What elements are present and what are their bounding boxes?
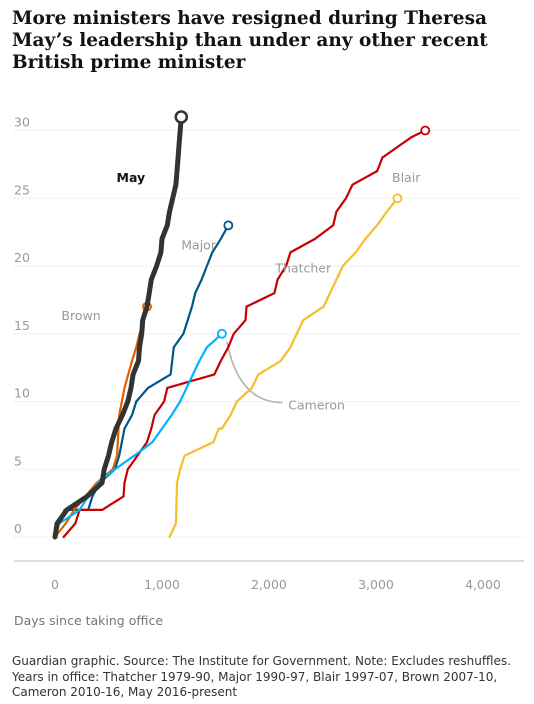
series-line-blair: [62, 129, 427, 539]
y-tick-label: 15: [14, 318, 30, 333]
source-footnote: Guardian graphic. Source: The Institute …: [12, 654, 511, 699]
x-tick-label: 1,000: [144, 577, 180, 592]
chart-title: More ministers have resigned during Ther…: [12, 8, 488, 73]
y-tick-label: 10: [14, 386, 30, 401]
x-tick-label: 3,000: [358, 577, 394, 592]
line-chart: 0 5 10 15 20 25 30 0 1,000 2,000 3,000 4,000 Thatc…: [14, 110, 524, 592]
y-tick-label: 0: [14, 521, 22, 536]
series-endpoint-blair: [420, 125, 431, 136]
gridlines: [14, 130, 524, 562]
x-axis-tick-labels: 0 1,000 2,000 3,000 4,000: [51, 577, 501, 592]
y-tick-label: 5: [14, 453, 22, 468]
series-label-thatcher: Thatcher: [274, 261, 332, 276]
x-tick-label: 0: [51, 577, 59, 592]
series-label-blair: Blair: [392, 170, 421, 185]
series-line-cameron: [53, 332, 223, 539]
y-tick-label: 20: [14, 250, 30, 265]
annotation-leader-line: [226, 341, 283, 404]
series-label-may: May: [117, 170, 146, 185]
x-tick-label: 2,000: [251, 577, 287, 592]
series-label-major: Major: [181, 238, 217, 253]
x-axis-label: Days since taking office: [14, 613, 164, 628]
series-endpoint-may: [174, 110, 189, 124]
series-labels: Thatcher Major Blair Brown Cameron May: [61, 170, 421, 413]
y-tick-label: 30: [14, 115, 30, 130]
series-endpoint-cameron: [217, 328, 227, 339]
series-line-brown: [53, 305, 149, 539]
series-label-brown: Brown: [61, 308, 100, 323]
series-endpoint-major: [223, 220, 234, 231]
annotations: [226, 341, 283, 404]
series-label-cameron: Cameron: [288, 398, 345, 413]
x-tick-label: 4,000: [465, 577, 501, 592]
series-line-thatcher: [168, 197, 399, 539]
series-line-major: [53, 224, 230, 539]
series-line-may: [52, 114, 184, 540]
y-tick-label: 25: [14, 182, 30, 197]
series-endpoint-thatcher: [392, 193, 403, 204]
y-axis-tick-labels: 0 5 10 15 20 25 30: [14, 115, 30, 537]
series-lines: [52, 110, 431, 540]
